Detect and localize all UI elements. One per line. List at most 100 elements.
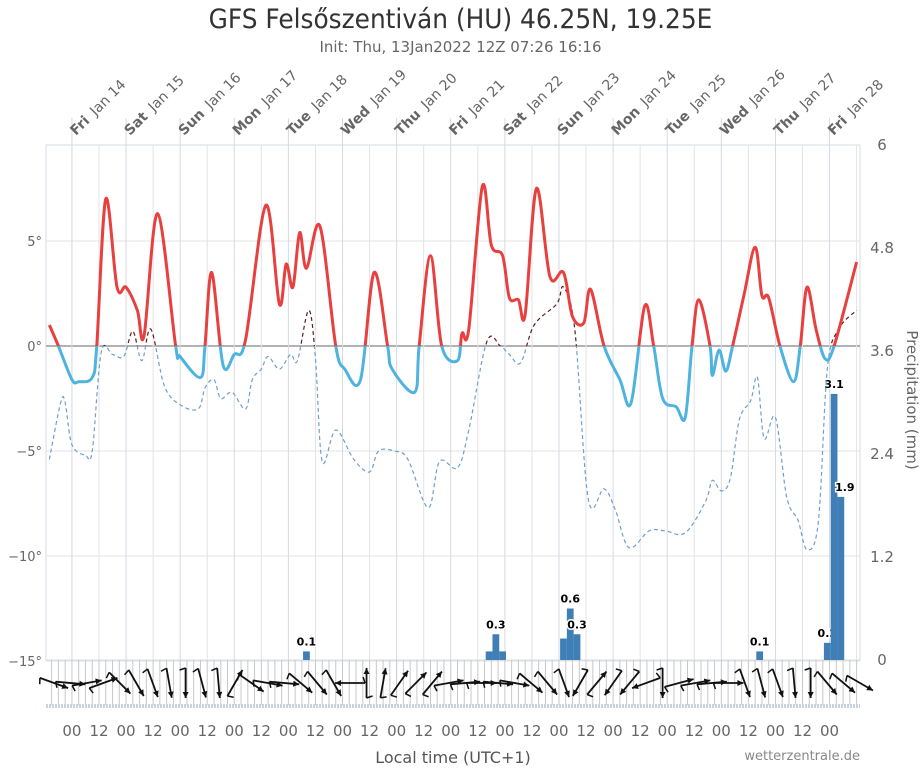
wind-arrow-icon <box>553 668 570 698</box>
wind-barb <box>829 673 833 680</box>
wind-barb <box>227 695 234 698</box>
wind-arrow-head <box>402 670 409 678</box>
wind-barb <box>553 668 560 674</box>
wind-arrow-icon <box>516 672 544 694</box>
credit: wetterzentrale.de <box>744 749 860 764</box>
wind-barb <box>751 667 758 673</box>
wind-arrow-head <box>216 691 223 698</box>
wind-arrow-head <box>866 684 873 691</box>
wind-arrow-icon <box>586 670 608 698</box>
wind-barb <box>390 694 398 698</box>
wind-arrow-icon <box>335 676 366 686</box>
day-date: Jan 16 <box>199 70 245 116</box>
wind-arrow-icon <box>603 668 623 696</box>
wind-barb <box>268 681 272 689</box>
y-right-tick-label: 6 <box>877 136 887 154</box>
wind-arrow-head <box>848 686 856 693</box>
wind-arrow-head <box>182 692 189 698</box>
wind-arrow-icon <box>105 671 132 695</box>
wind-arrow-head <box>320 687 327 695</box>
wind-arrow-head <box>600 671 607 679</box>
wind-arrow-head <box>632 683 639 689</box>
wind-arrow-icon <box>449 679 481 691</box>
wind-barb <box>680 685 685 692</box>
wind-arrow-head <box>61 683 69 689</box>
wind-arrow-icon <box>71 678 102 692</box>
wind-barb <box>734 668 741 674</box>
y-left-tick-label: 5° <box>27 235 42 250</box>
wind-arrow-head <box>435 671 442 679</box>
x-tick-label: 12 <box>252 722 271 740</box>
x-tick-label: 12 <box>576 722 595 740</box>
wind-arrow-icon <box>286 672 313 694</box>
precipitation-bar <box>573 634 581 660</box>
wind-arrow-head <box>363 668 370 674</box>
dew-point-line-below-zero <box>48 346 832 551</box>
precipitation-bar <box>837 496 845 660</box>
y-left-tick-label: −5° <box>16 445 42 460</box>
precipitation-label: 0.3 <box>567 618 587 631</box>
wind-arrow-icon <box>363 668 373 699</box>
day-date: Jan 20 <box>415 70 460 115</box>
temperature-line-below-zero <box>56 346 836 422</box>
precipitation-bar <box>560 638 567 660</box>
x-tick-label: 12 <box>360 722 379 740</box>
x-tick-label: 12 <box>144 722 163 740</box>
wind-arrow-head <box>791 691 798 698</box>
y-axis-right-label: Precipitation (mm) <box>903 330 921 469</box>
wind-arrow-head <box>778 690 784 698</box>
precipitation-label: 0.1 <box>750 635 770 648</box>
wind-arrows <box>38 667 874 699</box>
wind-arrow-head <box>564 690 570 698</box>
wind-barb <box>804 667 811 671</box>
x-tick-label: 00 <box>62 722 81 740</box>
wind-arrow-head <box>535 686 543 693</box>
precipitation-bar <box>823 642 831 660</box>
wind-barb <box>633 668 640 673</box>
wind-arrow-icon <box>804 667 814 698</box>
wind-barb <box>482 681 486 689</box>
wind-arrow-icon <box>767 668 784 698</box>
wind-arrow-head <box>201 690 208 698</box>
grid <box>45 144 861 708</box>
chart-subtitle: Init: Thu, 13Jan2022 12Z 07:26 16:16 <box>319 38 602 56</box>
day-date: Jan 21 <box>463 77 508 122</box>
day-weekday: Mon <box>230 104 265 139</box>
x-tick-label: 00 <box>549 722 568 740</box>
wind-barb <box>380 696 387 699</box>
precipitation-bar <box>499 651 506 660</box>
wind-arrow-head <box>335 680 342 686</box>
wind-arrow-icon <box>656 667 666 698</box>
x-tick-label: 00 <box>333 722 352 740</box>
y-right-tick-label: 0 <box>877 651 887 669</box>
x-tick-label: 00 <box>658 722 677 740</box>
wind-arrow-icon <box>751 667 767 698</box>
wind-barb <box>581 668 589 671</box>
wind-arrow-head <box>420 672 427 679</box>
series-lines <box>48 182 859 551</box>
precipitation-bar <box>830 393 838 660</box>
wind-arrow-head <box>659 692 666 698</box>
wind-arrow-head <box>807 692 814 698</box>
wind-arrow-icon <box>572 668 589 697</box>
y-right-tick-label: 1.2 <box>870 548 894 566</box>
wind-barb <box>179 667 186 671</box>
wind-barb <box>767 668 774 674</box>
wind-barb <box>813 671 819 678</box>
wind-arrow-head <box>152 690 159 698</box>
x-tick-label: 00 <box>604 722 623 740</box>
wind-barb <box>211 667 218 672</box>
wind-arrow-icon <box>663 677 694 693</box>
wind-arrow-icon <box>379 668 388 699</box>
wind-arrow-icon <box>236 673 265 693</box>
wind-arrow-icon <box>211 667 223 699</box>
wind-arrow-head <box>604 688 611 696</box>
x-tick-label: 12 <box>468 722 487 740</box>
wind-arrow-icon <box>179 667 189 698</box>
x-tick-label: 00 <box>171 722 190 740</box>
wind-arrow-head <box>686 677 694 684</box>
wind-barb <box>252 680 255 687</box>
dew-point-line-above-zero <box>103 285 858 346</box>
wind-barb <box>88 687 94 694</box>
